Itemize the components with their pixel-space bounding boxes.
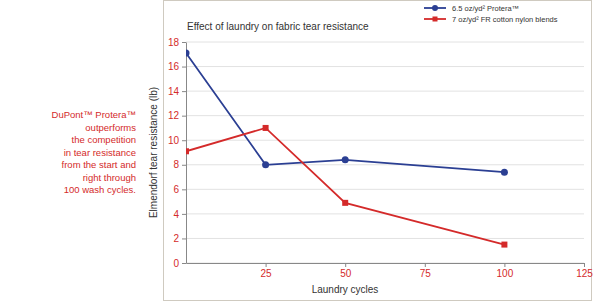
y-tick-label: 4	[173, 209, 179, 220]
y-tick: 16	[168, 61, 186, 72]
y-tick: 8	[173, 159, 186, 170]
annotation-line: 100 wash cycles.	[64, 184, 136, 195]
y-axis: 0 2 4 6 8 10 12 14 16 18	[168, 37, 187, 269]
y-tick-label: 8	[173, 159, 179, 170]
annotation-line: outperforms	[85, 122, 136, 133]
y-tick-mark	[182, 189, 186, 190]
y-axis-title: Elmendorf tear resistance (lb)	[148, 87, 159, 218]
y-tick-mark	[182, 140, 186, 141]
y-tick-label: 0	[173, 258, 179, 269]
y-tick-mark	[182, 238, 186, 239]
y-tick-mark	[182, 165, 186, 166]
x-tick: 125	[576, 263, 593, 279]
series-marker	[186, 148, 189, 154]
y-tick-mark	[182, 91, 186, 92]
x-tick-mark	[584, 263, 585, 267]
annotation-line: right through	[83, 172, 136, 183]
x-tick: 75	[420, 263, 432, 279]
x-tick-label: 75	[420, 268, 432, 279]
title: Effect of laundry on fabric tear resista…	[187, 21, 369, 32]
legend-marker	[433, 17, 438, 22]
series-marker	[342, 156, 349, 163]
y-tick-mark	[182, 67, 186, 68]
annotation-line: in tear resistance	[64, 147, 136, 158]
x-tick: 50	[340, 263, 352, 279]
x-tick-mark	[425, 263, 426, 267]
series-marker	[263, 125, 269, 131]
annotation-line: from the start and	[62, 159, 136, 170]
y-tick: 6	[173, 184, 186, 195]
series-marker	[501, 169, 508, 176]
series-marker	[501, 242, 507, 248]
x-tick-mark	[504, 263, 505, 267]
grid-line	[186, 91, 584, 92]
legend: 6.5 oz/yd² Protera™ 7 oz/yd² FR cotton ny…	[424, 4, 558, 24]
x-axis-line	[187, 263, 585, 264]
grid-line	[186, 263, 584, 264]
x-tick: 25	[261, 263, 273, 279]
y-tick-label: 12	[168, 110, 180, 121]
series-marker	[262, 161, 269, 168]
plot-area	[186, 50, 508, 248]
y-tick-mark	[182, 42, 186, 43]
y-tick: 18	[168, 37, 186, 48]
y-tick: 12	[168, 110, 186, 121]
y-tick: 10	[168, 135, 186, 146]
y-tick: 4	[173, 209, 186, 220]
series-marker	[186, 50, 190, 57]
grid	[186, 42, 584, 263]
y-tick-label: 16	[168, 61, 180, 72]
series-line	[186, 128, 504, 245]
grid-line	[186, 189, 584, 190]
y-tick-label: 6	[173, 184, 179, 195]
annotation: DuPont™ Protera™ outperformsthe competiti…	[52, 109, 137, 195]
series-line	[186, 53, 504, 172]
x-tick-label: 125	[576, 268, 593, 279]
y-tick-mark	[182, 116, 186, 117]
grid-line	[186, 140, 584, 141]
legend-label: 6.5 oz/yd² Protera™	[452, 4, 519, 13]
annotation-line: the competition	[72, 134, 136, 145]
x-axis: 25 50 75 100 125	[187, 263, 594, 279]
x-tick: 100	[497, 263, 514, 279]
x-tick-label: 50	[340, 268, 352, 279]
y-tick-label: 2	[173, 233, 179, 244]
x-axis-title: Laundry cycles	[312, 284, 379, 295]
y-tick: 0	[173, 258, 186, 269]
y-tick-mark	[182, 214, 186, 215]
legend-marker	[432, 5, 438, 11]
grid-line	[186, 66, 584, 67]
annotation-line: DuPont™ Protera™	[52, 109, 136, 120]
x-tick-label: 100	[497, 268, 514, 279]
grid-line	[186, 115, 584, 116]
series-marker	[342, 200, 348, 206]
legend-label: 7 oz/yd² FR cotton nylon blends	[452, 15, 558, 24]
grid-line	[186, 42, 584, 43]
y-tick-label: 14	[168, 86, 180, 97]
y-tick: 2	[173, 233, 186, 244]
chart: DuPont™ Protera™ outperformsthe competiti…	[0, 0, 596, 308]
grid-line	[186, 164, 584, 165]
y-tick-label: 18	[168, 37, 180, 48]
x-tick-mark	[266, 263, 267, 267]
x-tick-mark	[345, 263, 346, 267]
grid-line	[186, 238, 584, 239]
frame	[164, 1, 592, 301]
y-tick-mark	[182, 263, 186, 264]
y-tick: 14	[168, 86, 186, 97]
x-tick-label: 25	[261, 268, 273, 279]
y-tick-label: 10	[168, 135, 180, 146]
